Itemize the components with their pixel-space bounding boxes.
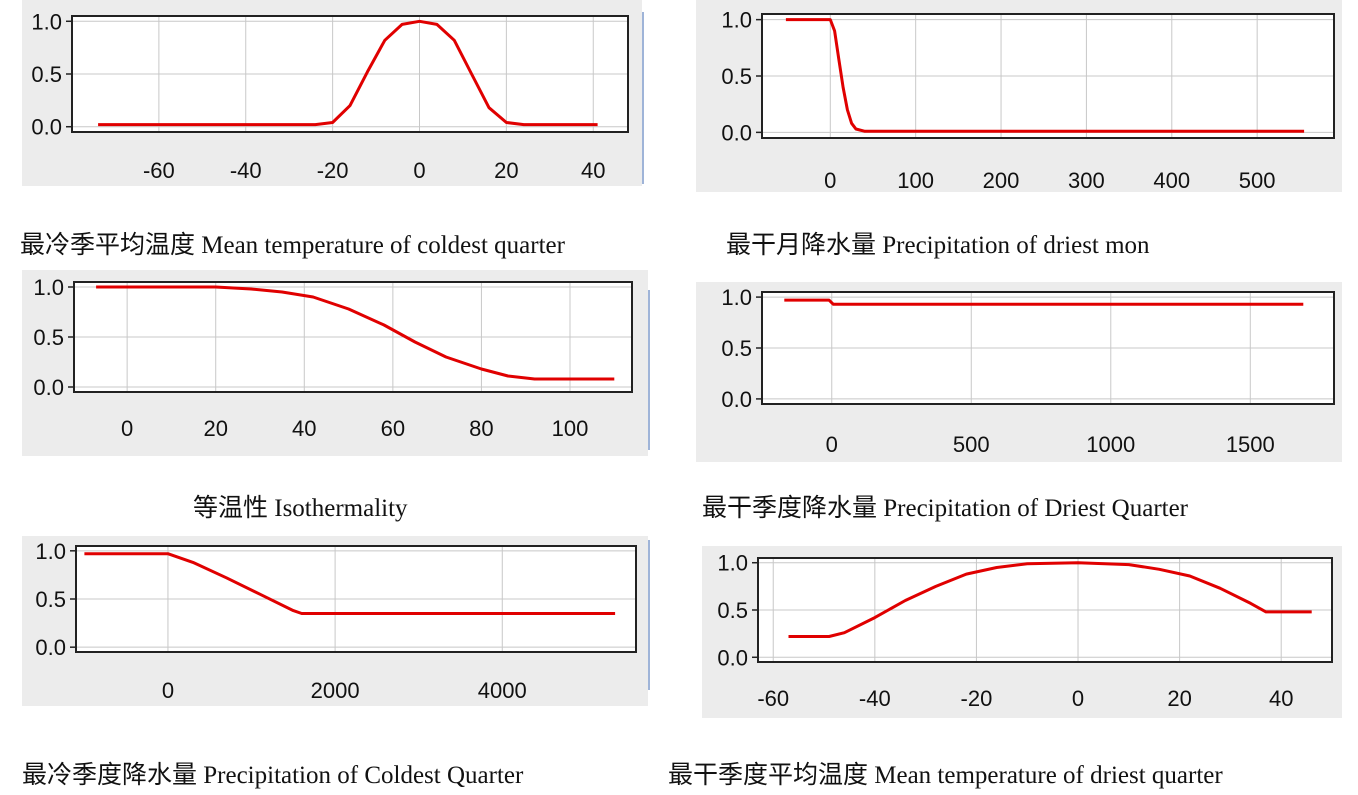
chart-panel-5: 0 2000 4000 0.0 0.5 1.0 bbox=[22, 536, 648, 706]
chart-panel-6: -60 -40 -20 0 20 40 0.0 0.5 1.0 bbox=[702, 546, 1342, 718]
y-tick-label: 1.0 bbox=[33, 275, 64, 300]
y-tick-label: 0.0 bbox=[721, 120, 752, 145]
x-tick-label: 100 bbox=[897, 168, 934, 193]
x-tick-label: 200 bbox=[983, 168, 1020, 193]
chart-panel-4: 0 500 1000 1500 0.0 0.5 1.0 bbox=[696, 282, 1342, 462]
chart-4-svg: 0 500 1000 1500 0.0 0.5 1.0 bbox=[721, 285, 1335, 457]
chart-2-caption: 最干月降水量 Precipitation of driest mon bbox=[726, 232, 1150, 259]
series-line bbox=[96, 285, 615, 381]
x-tick-label: 0 bbox=[1072, 686, 1084, 711]
y-tick-label: 0.5 bbox=[33, 325, 64, 350]
y-tick-label: 0.0 bbox=[717, 645, 748, 670]
y-tick-label: 0.0 bbox=[31, 115, 62, 140]
x-tick-label: 0 bbox=[826, 432, 838, 457]
y-tick-label: 0.0 bbox=[35, 635, 66, 660]
y-tick-label: 1.0 bbox=[31, 9, 62, 34]
chart-panel-2: 0 100 200 300 400 500 0.0 0.5 1.0 bbox=[696, 0, 1342, 193]
y-tick-label: 1.0 bbox=[721, 8, 752, 33]
y-tick-label: 0.0 bbox=[33, 375, 64, 400]
x-tick-label: 40 bbox=[1269, 686, 1293, 711]
y-tick-label: 1.0 bbox=[35, 539, 66, 564]
chart-3-caption: 等温性 Isothermality bbox=[193, 495, 408, 522]
panel-divider bbox=[648, 540, 650, 690]
chart-6-caption: 最干季度平均温度 Mean temperature of driest quar… bbox=[668, 762, 1223, 789]
x-tick-label: -20 bbox=[961, 686, 993, 711]
plot-frame bbox=[71, 15, 629, 133]
series-line bbox=[785, 18, 1305, 133]
chart-1-svg: -60 -40 -20 0 20 40 0.0 0.5 1.0 bbox=[31, 9, 629, 183]
x-tick-label: 1500 bbox=[1226, 432, 1275, 457]
panel-divider bbox=[648, 290, 650, 450]
chart-3-svg: 0 20 40 60 80 100 0.0 0.5 1.0 bbox=[33, 275, 633, 441]
x-tick-label: 20 bbox=[494, 158, 518, 183]
x-tick-label: 4000 bbox=[478, 678, 527, 703]
chart-6-svg: -60 -40 -20 0 20 40 0.0 0.5 1.0 bbox=[717, 551, 1333, 711]
x-tick-label: 20 bbox=[1167, 686, 1191, 711]
x-tick-label: 80 bbox=[469, 416, 493, 441]
x-tick-label: -20 bbox=[317, 158, 349, 183]
x-tick-label: 60 bbox=[381, 416, 405, 441]
x-tick-label: 500 bbox=[1239, 168, 1276, 193]
chart-1-caption: 最冷季平均温度 Mean temperature of coldest quar… bbox=[20, 232, 565, 259]
x-tick-label: 0 bbox=[413, 158, 425, 183]
x-tick-label: -40 bbox=[859, 686, 891, 711]
x-tick-label: -60 bbox=[143, 158, 175, 183]
plot-frame bbox=[761, 13, 1335, 139]
plot-frame bbox=[761, 291, 1335, 405]
x-tick-label: -40 bbox=[230, 158, 262, 183]
y-tick-label: 1.0 bbox=[721, 285, 752, 310]
plot-frame bbox=[73, 281, 633, 393]
x-tick-label: 40 bbox=[292, 416, 316, 441]
y-tick-label: 0.5 bbox=[31, 62, 62, 87]
series-line bbox=[788, 561, 1312, 638]
x-tick-label: 20 bbox=[203, 416, 227, 441]
plot-frame bbox=[75, 545, 637, 653]
plot-frame bbox=[757, 557, 1333, 663]
x-tick-label: -60 bbox=[757, 686, 789, 711]
x-tick-label: 400 bbox=[1153, 168, 1190, 193]
x-tick-label: 2000 bbox=[311, 678, 360, 703]
chart-2-svg: 0 100 200 300 400 500 0.0 0.5 1.0 bbox=[721, 8, 1335, 193]
chart-panel-1: -60 -40 -20 0 20 40 0.0 0.5 1.0 bbox=[22, 0, 642, 186]
y-tick-label: 1.0 bbox=[717, 551, 748, 576]
panel-divider bbox=[642, 12, 644, 184]
x-tick-label: 100 bbox=[552, 416, 589, 441]
chart-panel-3: 0 20 40 60 80 100 0.0 0.5 1.0 bbox=[22, 270, 648, 456]
x-tick-label: 300 bbox=[1068, 168, 1105, 193]
y-tick-label: 0.5 bbox=[717, 598, 748, 623]
series-line bbox=[98, 19, 598, 127]
x-tick-label: 0 bbox=[121, 416, 133, 441]
chart-5-caption: 最冷季度降水量 Precipitation of Coldest Quarter bbox=[22, 762, 524, 789]
chart-4-caption: 最干季度降水量 Precipitation of Driest Quarter bbox=[702, 495, 1189, 522]
y-tick-label: 0.5 bbox=[721, 64, 752, 89]
x-tick-label: 0 bbox=[824, 168, 836, 193]
y-tick-label: 0.5 bbox=[721, 336, 752, 361]
x-tick-label: 40 bbox=[581, 158, 605, 183]
x-tick-label: 500 bbox=[953, 432, 990, 457]
y-tick-label: 0.5 bbox=[35, 587, 66, 612]
series-line bbox=[84, 552, 616, 615]
x-tick-label: 0 bbox=[162, 678, 174, 703]
chart-5-svg: 0 2000 4000 0.0 0.5 1.0 bbox=[35, 539, 637, 703]
x-tick-label: 1000 bbox=[1086, 432, 1135, 457]
series-line bbox=[784, 298, 1304, 306]
y-tick-label: 0.0 bbox=[721, 387, 752, 412]
